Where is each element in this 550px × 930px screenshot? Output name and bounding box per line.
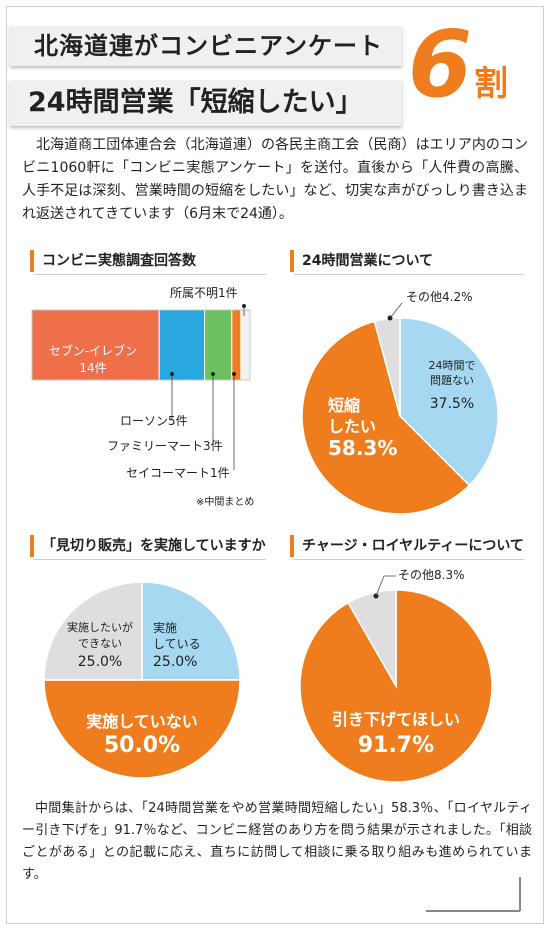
pie3-label-down: 引き下げてほしい [331, 710, 460, 729]
pie3-label-down-pct: 91.7% [357, 733, 435, 758]
pie1-g-slice-1 [301, 320, 471, 515]
pie2-g-slice-1 [43, 679, 241, 779]
pie1-label-ok-pct: 37.5% [429, 396, 475, 412]
bar-leader-dot-2 [232, 372, 236, 376]
bar-label-lawson: ローソン5件 [120, 414, 188, 428]
section-title-mikiri: 「見切り販売」を実施していますか [30, 535, 266, 560]
highlight-number: 6 [408, 11, 473, 118]
section-title-24h: 24時間営業について [290, 250, 524, 275]
intro-paragraph: 北海道商工団体連合会（北海道連）の各民主商工会（民商）はエリア内のコンビニ106… [22, 137, 528, 222]
pie3-label-other: その他8.3% [398, 568, 465, 582]
pie2-label-yes-line1: 実施 [153, 621, 178, 635]
bar-label-unknown: 所属不明1件 [170, 286, 238, 300]
pie1-g-slice-0 [399, 317, 499, 487]
pie2-label-want-pct: 25.0% [77, 654, 123, 670]
bar-segment-0 [31, 309, 160, 381]
pie1-label-short-line2: したい [328, 417, 377, 436]
pie2-label-want-line2: できない [78, 637, 122, 650]
pie2-label-yes-pct: 25.0% [153, 654, 198, 670]
pie-24h [301, 317, 499, 515]
pie2-g-slice-2 [43, 581, 143, 681]
pie1-g-slice-2 [373, 317, 401, 417]
bar-leader-dot-3 [242, 304, 246, 308]
pie-royalty [299, 589, 493, 783]
pie1-label-ok-line2: 問題ない [430, 374, 474, 387]
bar-segment-1 [158, 309, 206, 381]
pie3-leader-line [373, 575, 396, 599]
pie1-label-short-line1: 短縮 [328, 396, 361, 415]
pie1-label-ok-line1: 24時間で [428, 359, 476, 372]
headline-line1: 北海道連がコンビニアンケート [10, 26, 402, 66]
bar-segment-4 [240, 309, 251, 381]
bar-segment-2 [204, 309, 233, 381]
bar-segment-3 [231, 309, 242, 381]
pie2-label-yes-line2: している [153, 637, 201, 651]
bar-outline [31, 309, 251, 381]
bar-label-seico: セイコーマート1件 [126, 466, 230, 480]
pie1-leader-line [387, 302, 403, 321]
headline-line2: 24時間営業「短縮したい」 [10, 80, 402, 126]
bar-label-seven-count: 14件 [79, 361, 107, 375]
bar-label-seven: セブン-イレブン [48, 344, 138, 358]
bar-label-family: ファミリーマート3件 [107, 439, 223, 453]
bar-leader-dot-0 [170, 372, 174, 376]
pie-mikiri [43, 581, 241, 779]
highlight-unit: 割 [474, 64, 508, 104]
bar-chart-note: ※中間まとめ [196, 497, 255, 508]
pie3-g-slice-1 [347, 589, 397, 689]
section-title-royalty: チャージ・ロイヤルティーについて [290, 535, 524, 560]
corner-decoration [426, 877, 521, 912]
bar-leader-dot-1 [211, 372, 215, 376]
pie2-label-no-pct: 50.0% [103, 733, 181, 758]
pie2-g-slice-0 [141, 581, 241, 681]
closing-paragraph: 中間集計からは、「24時間営業をやめ営業時間短縮したい」58.3％、「ロイヤルテ… [22, 801, 532, 882]
stacked-bar-chart [31, 304, 251, 470]
pie1-label-other: その他4.2% [406, 290, 473, 304]
pie2-label-no: 実施していない [86, 712, 198, 731]
section-title-response-count: コンビニ実態調査回答数 [30, 250, 266, 275]
pie1-label-short-pct: 58.3% [328, 436, 398, 460]
pie2-label-want-line1: 実施したいが [67, 621, 133, 634]
